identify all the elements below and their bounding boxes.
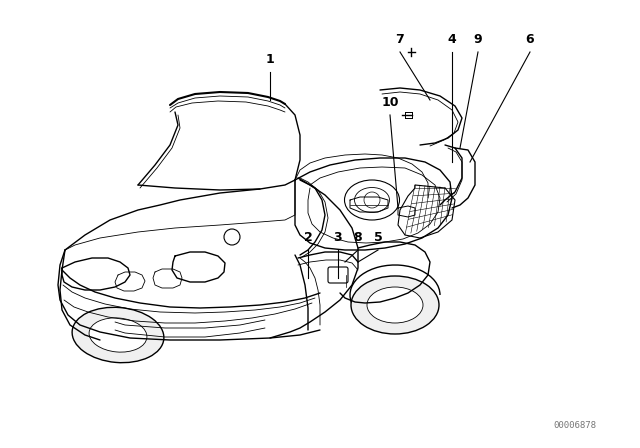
Text: 7: 7 <box>396 33 404 46</box>
Ellipse shape <box>351 276 439 334</box>
Text: 3: 3 <box>333 231 342 244</box>
Text: 00006878: 00006878 <box>554 421 596 430</box>
Ellipse shape <box>72 307 164 363</box>
Text: 5: 5 <box>374 231 382 244</box>
Ellipse shape <box>367 287 423 323</box>
Text: 10: 10 <box>381 96 399 109</box>
Text: 9: 9 <box>474 33 483 46</box>
Text: 4: 4 <box>447 33 456 46</box>
Text: 6: 6 <box>525 33 534 46</box>
Text: 2: 2 <box>303 231 312 244</box>
Text: 1: 1 <box>266 53 275 66</box>
Ellipse shape <box>89 318 147 352</box>
Text: 8: 8 <box>354 231 362 244</box>
